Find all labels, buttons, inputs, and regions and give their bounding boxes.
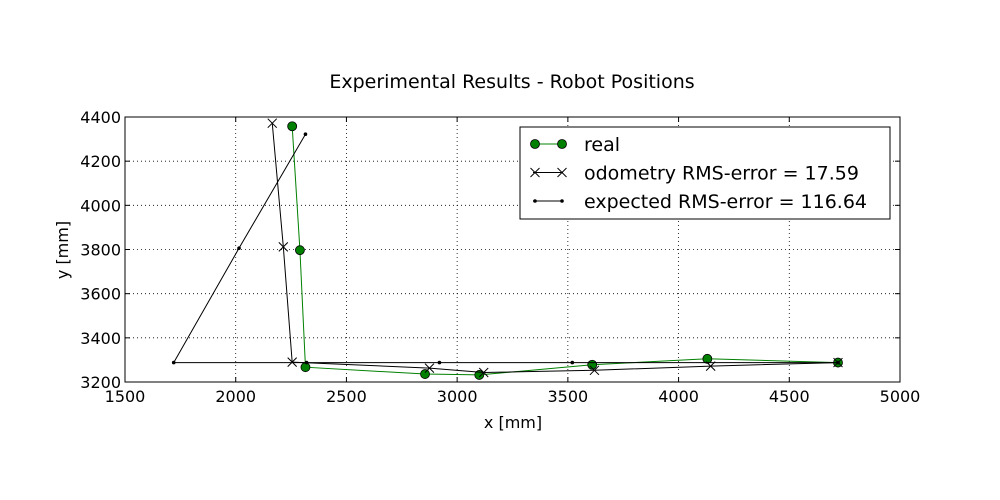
y-tick-label: 4400 <box>80 108 121 127</box>
data-point <box>420 369 430 379</box>
legend-marker <box>533 199 537 203</box>
data-point <box>702 353 713 364</box>
series-line <box>291 126 839 376</box>
x-marker-stroke <box>557 167 567 178</box>
legend-label: odometry RMS-error = 17.59 <box>584 163 859 185</box>
data-point <box>424 363 435 373</box>
y-tick-label: 4200 <box>80 152 121 171</box>
legend-label: expected RMS-error = 116.64 <box>584 191 867 213</box>
data-point <box>278 241 289 252</box>
chart-title: Experimental Results - Robot Positions <box>329 71 694 93</box>
x-marker-stroke <box>424 363 435 373</box>
data-point <box>295 245 305 256</box>
legend-box <box>519 126 891 220</box>
data-point <box>836 360 840 365</box>
x-tick-label: 3500 <box>547 387 588 406</box>
data-point <box>304 360 309 365</box>
x-marker-stroke <box>478 367 489 378</box>
series-line <box>271 123 839 374</box>
x-tick-label: 5000 <box>880 387 921 406</box>
data-point <box>267 118 278 129</box>
y-tick-label: 3600 <box>80 285 121 304</box>
x-axis-label: x [mm] <box>484 413 542 432</box>
x-marker-stroke <box>278 241 289 252</box>
legend-marker <box>530 139 540 149</box>
y-tick-label: 3400 <box>80 329 121 348</box>
x-marker-stroke <box>267 118 278 129</box>
legend-marker <box>557 139 567 149</box>
data-point <box>237 246 241 250</box>
x-tick-label: 4000 <box>658 387 699 406</box>
y-tick-label: 3800 <box>80 241 121 260</box>
axis-ticks: 1500 2000 2500 3000 3500 4000 4500 5000 3200 3400… <box>80 108 920 406</box>
data-point <box>300 362 311 373</box>
x-marker-stroke <box>530 167 540 178</box>
series-2 <box>171 132 840 365</box>
legend-entry-2: expected RMS-error = 116.64 <box>533 191 867 213</box>
data-point <box>437 360 442 365</box>
legend: real odometry RMS-error = 17.59 expected R… <box>519 126 891 220</box>
x-tick-label: 4500 <box>769 387 810 406</box>
data-point <box>589 365 600 376</box>
x-tick-label: 1500 <box>105 387 146 406</box>
legend-label: real <box>584 134 620 156</box>
data-point <box>705 361 716 371</box>
y-tick-label: 4000 <box>80 196 121 215</box>
y-tick-label: 3200 <box>80 373 121 392</box>
legend-marker <box>557 167 567 178</box>
x-marker-stroke <box>705 361 716 371</box>
legend-entry-0: real <box>530 134 620 156</box>
legend-marker <box>560 199 564 203</box>
x-tick-label: 2000 <box>215 387 256 406</box>
x-tick-label: 3000 <box>437 387 478 406</box>
x-tick-label: 2500 <box>326 387 367 406</box>
data-point <box>303 132 308 137</box>
y-axis-label: y [mm] <box>53 221 72 279</box>
plot-area <box>171 118 843 380</box>
data-point <box>478 367 489 378</box>
legend-marker <box>530 167 540 178</box>
data-point <box>171 360 176 365</box>
data-point <box>570 360 575 365</box>
legend-entry-1: odometry RMS-error = 17.59 <box>530 163 859 185</box>
data-point <box>287 121 298 132</box>
x-marker-stroke <box>589 365 600 376</box>
